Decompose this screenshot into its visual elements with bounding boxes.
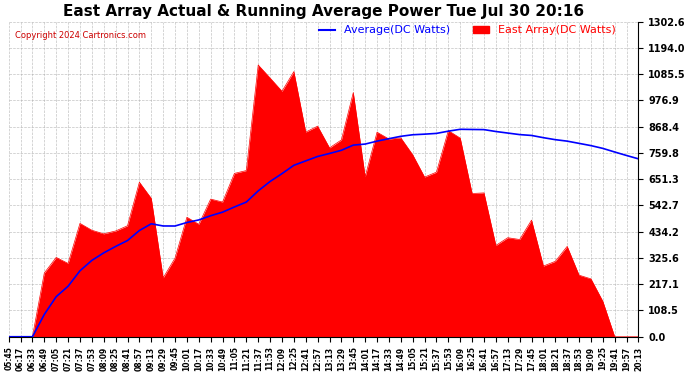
Title: East Array Actual & Running Average Power Tue Jul 30 20:16: East Array Actual & Running Average Powe… xyxy=(63,4,584,19)
Legend: Average(DC Watts), East Array(DC Watts): Average(DC Watts), East Array(DC Watts) xyxy=(314,21,620,40)
Text: Copyright 2024 Cartronics.com: Copyright 2024 Cartronics.com xyxy=(15,31,146,40)
